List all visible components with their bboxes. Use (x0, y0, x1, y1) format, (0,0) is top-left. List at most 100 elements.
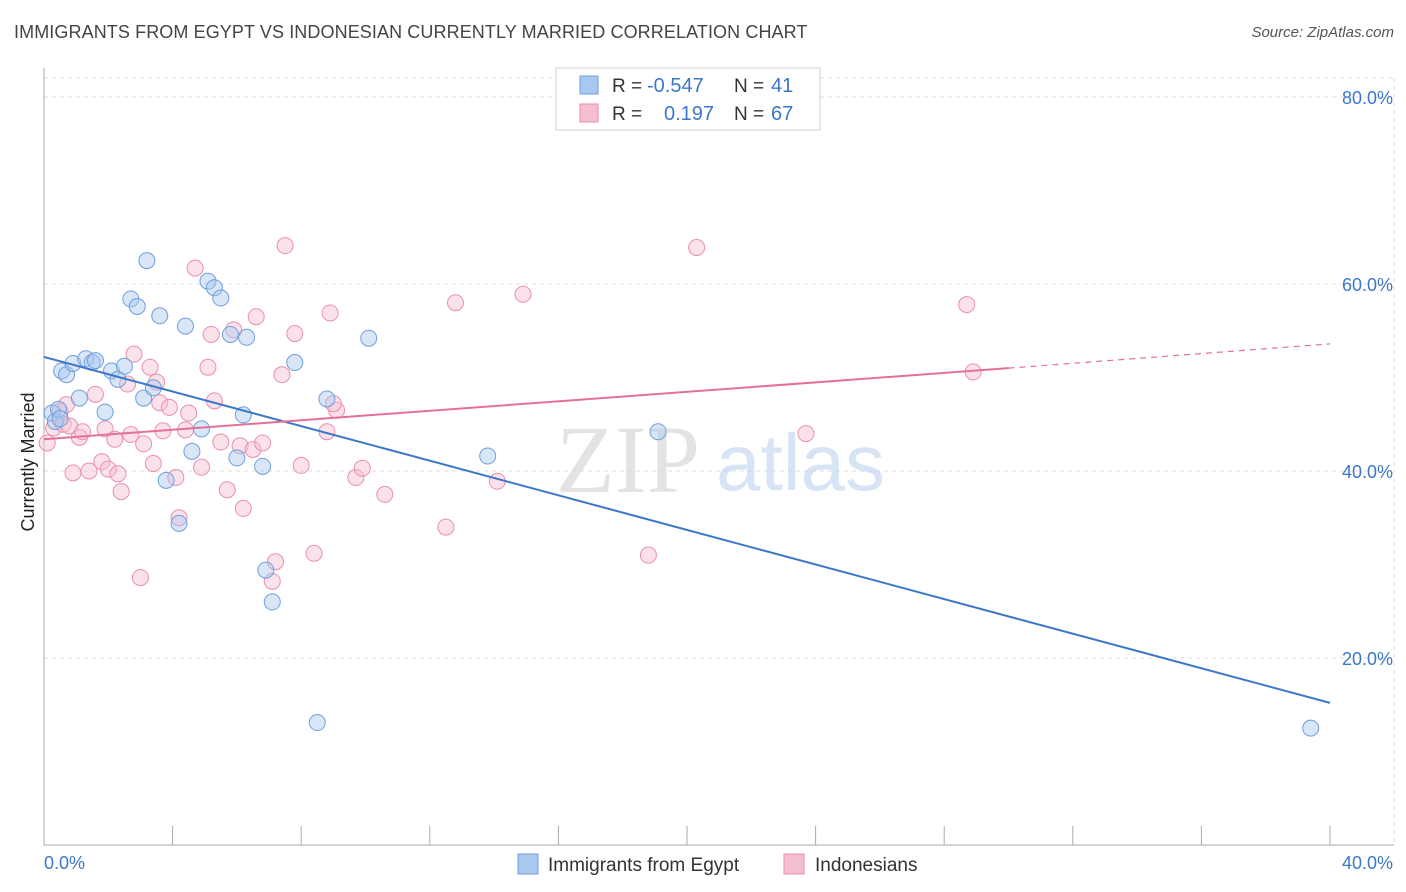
indonesians-point (38, 434, 56, 452)
indonesians-point (292, 456, 310, 474)
indonesians-point (273, 366, 291, 384)
indonesians-point (225, 321, 243, 339)
indonesians-point (131, 569, 149, 587)
indonesians-point (135, 435, 153, 453)
egypt-point (176, 317, 194, 335)
legend-label-indonesians: Indonesians (815, 855, 917, 876)
axes (43, 68, 1394, 846)
indonesians-point (305, 544, 323, 562)
egypt-point (228, 449, 246, 467)
indonesians-point (193, 458, 211, 476)
legend-swatch-egypt (517, 853, 539, 875)
egypt-point (205, 279, 223, 297)
stats-legend-r-value-2: 0.197 (664, 103, 714, 125)
egypt-point (138, 252, 156, 270)
indonesians-point (202, 325, 220, 343)
chart-title: IMMIGRANTS FROM EGYPT VS INDONESIAN CURR… (14, 22, 808, 42)
egypt-point (70, 389, 88, 407)
indonesians-point (160, 398, 178, 416)
y-tick-label-80: 80.0% (1342, 88, 1393, 108)
x-tick-label-min: 0.0% (44, 853, 85, 873)
egypt-point (318, 390, 336, 408)
legend-swatch-indonesians (783, 853, 805, 875)
stats-legend-n-value-2: 67 (771, 103, 793, 125)
y-tick-label-60: 60.0% (1342, 275, 1393, 295)
indonesians-point (688, 239, 706, 257)
y-axis-label: Currently Married (18, 392, 38, 531)
indonesians-point (64, 464, 82, 482)
series-indonesians-points (38, 237, 982, 590)
egypt-point (212, 289, 230, 307)
stats-legend-r-label-1: R = (612, 76, 642, 97)
stats-legend-frame (555, 67, 821, 131)
x-tick-label-max: 40.0% (1342, 853, 1393, 873)
egypt-point (254, 457, 272, 475)
indonesians-point (144, 455, 162, 473)
egypt-point (263, 593, 281, 611)
indonesians-point (244, 440, 262, 458)
indonesians-trend-extension (1008, 343, 1331, 369)
egypt-point (115, 357, 133, 375)
egypt-point (479, 447, 497, 465)
indonesians-point (254, 434, 272, 452)
indonesians-point (99, 460, 117, 478)
egypt-point (308, 714, 326, 732)
indonesians-point (141, 358, 159, 376)
indonesians-point (170, 509, 188, 527)
egypt-trend-line (43, 355, 1331, 704)
egypt-point (1302, 719, 1320, 737)
egypt-point (96, 403, 114, 421)
egypt-point (183, 442, 201, 460)
stats-legend-n-label-2: N = (734, 104, 764, 125)
trend-lines (43, 343, 1331, 704)
indonesians-point (86, 385, 104, 403)
indonesians-point (276, 237, 294, 255)
egypt-point (128, 297, 146, 315)
y-tick-label-20: 20.0% (1342, 649, 1393, 669)
indonesians-point (112, 483, 130, 501)
indonesians-point (199, 358, 217, 376)
indonesians-point (180, 404, 198, 422)
indonesians-point (514, 285, 532, 303)
egypt-point (170, 514, 188, 532)
tick-labels: 20.0% 40.0% 60.0% 80.0% 0.0% 40.0% (44, 88, 1393, 873)
indonesians-point (218, 481, 236, 499)
legend-label-egypt: Immigrants from Egypt (548, 855, 740, 876)
indonesians-trend-line (43, 367, 1009, 441)
egypt-point (257, 561, 275, 579)
indonesians-point (376, 485, 394, 503)
indonesians-point (447, 294, 465, 312)
indonesians-point (797, 425, 815, 443)
indonesians-point (167, 469, 185, 487)
egypt-point (157, 471, 175, 489)
egypt-point (238, 328, 256, 346)
indonesians-point (212, 433, 230, 451)
indonesians-point (286, 325, 304, 343)
watermark-zip: ZIP (556, 406, 700, 513)
egypt-point (199, 272, 217, 290)
egypt-point (151, 307, 169, 325)
stats-legend-n-label-1: N = (734, 76, 764, 97)
indonesians-point (266, 553, 284, 571)
indonesians-point (234, 499, 252, 517)
indonesians-point (109, 465, 127, 483)
indonesians-point (958, 296, 976, 314)
egypt-point (86, 352, 104, 370)
indonesians-point (247, 308, 265, 326)
egypt-point (649, 423, 667, 441)
series-egypt-points (43, 252, 1320, 737)
stats-legend-n-value-1: 41 (771, 75, 793, 97)
indonesians-point (639, 546, 657, 564)
indonesians-point (122, 426, 140, 444)
egypt-point (286, 354, 304, 372)
stats-legend-r-value-1: -0.547 (647, 75, 704, 97)
indonesians-point (353, 459, 371, 477)
stats-legend: R = -0.547 N = 41 R = 0.197 N = 67 (555, 67, 821, 131)
bottom-legend: Immigrants from Egypt Indonesians (517, 853, 917, 876)
stats-legend-r-label-2: R = (612, 104, 642, 125)
indonesians-point (437, 518, 455, 536)
y-tick-label-40: 40.0% (1342, 462, 1393, 482)
egypt-point (360, 329, 378, 347)
source-label: Source: ZipAtlas.com (1251, 24, 1394, 41)
